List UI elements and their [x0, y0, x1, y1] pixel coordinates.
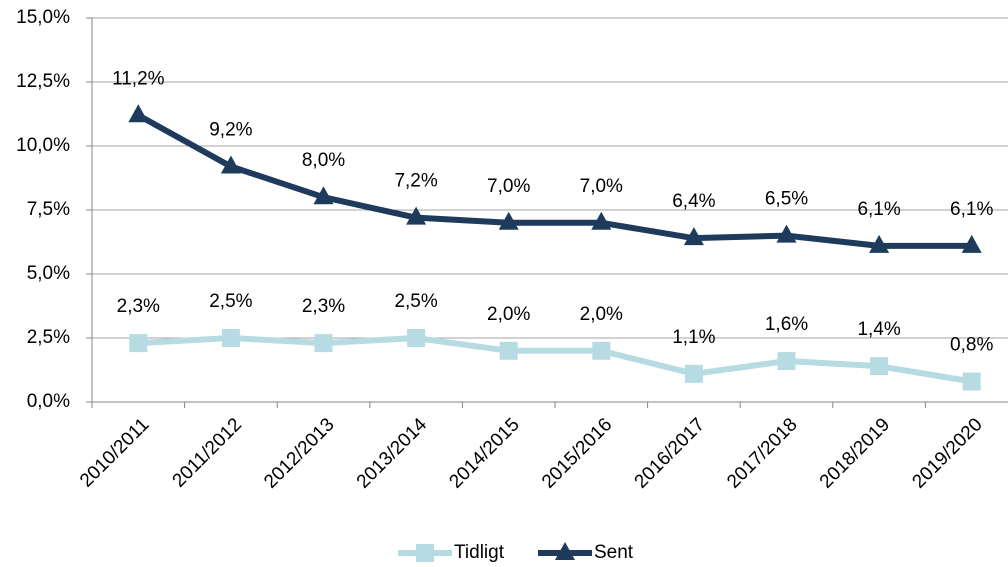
data-point: [314, 334, 333, 353]
y-tick-label: 10,0%: [16, 135, 70, 156]
x-tick-label: 2012/2013: [260, 414, 338, 492]
data-label: 8,0%: [302, 150, 345, 171]
data-point: [684, 364, 703, 383]
x-tick-label: 2010/2011: [76, 414, 153, 491]
y-tick-label: 0,0%: [27, 391, 70, 412]
data-label: 2,3%: [302, 296, 345, 317]
data-point: [776, 224, 797, 243]
data-point: [869, 234, 890, 253]
series-line: [136, 112, 972, 249]
data-point: [313, 186, 334, 205]
legend-label: Sent: [594, 542, 634, 563]
data-point: [498, 211, 519, 230]
x-tick-label: 2019/2020: [908, 414, 986, 492]
legend-marker: [555, 542, 575, 560]
y-tick-label: 7,5%: [27, 199, 70, 220]
x-tick-label: 2018/2019: [816, 414, 894, 492]
series-line: [138, 335, 973, 385]
data-point: [221, 329, 240, 347]
data-label: 2,0%: [580, 304, 623, 325]
data-label: 7,0%: [580, 176, 623, 197]
data-point: [128, 104, 149, 123]
data-label: 6,1%: [950, 199, 993, 220]
data-label: 2,0%: [487, 304, 530, 325]
x-tick-label: 2016/2017: [631, 414, 709, 492]
data-label: 0,8%: [950, 335, 993, 356]
data-point: [962, 372, 981, 391]
y-tick-label: 2,5%: [27, 327, 70, 348]
data-label: 7,2%: [394, 171, 437, 192]
data-point: [591, 211, 612, 230]
y-tick-label: 5,0%: [27, 263, 70, 284]
x-tick-label: 2015/2016: [538, 414, 616, 492]
data-label: 1,1%: [672, 327, 715, 348]
y-tick-label: 12,5%: [16, 71, 70, 92]
legend-marker: [416, 544, 434, 562]
data-label: 6,5%: [765, 189, 808, 210]
legend-label: Tidligt: [454, 542, 505, 563]
data-label: 6,4%: [672, 191, 715, 212]
data-label: 6,1%: [857, 199, 900, 220]
x-tick-label: 2013/2014: [353, 414, 432, 493]
data-label: 1,4%: [857, 319, 900, 340]
x-tick-label: 2017/2018: [723, 414, 801, 492]
data-point: [870, 357, 889, 376]
data-point: [592, 341, 611, 360]
data-label: 2,3%: [117, 296, 160, 317]
data-point: [407, 329, 426, 347]
data-point: [961, 234, 982, 253]
x-tick-label: 2011/2012: [169, 414, 246, 491]
data-point: [129, 334, 148, 353]
data-label: 11,2%: [112, 68, 165, 89]
data-point: [220, 155, 241, 174]
data-label: 1,6%: [765, 314, 808, 335]
data-label: 2,5%: [209, 291, 252, 312]
x-tick-label: 2014/2015: [445, 414, 523, 492]
data-label: 7,0%: [487, 176, 530, 197]
data-point: [777, 352, 796, 371]
data-label: 9,2%: [209, 119, 252, 140]
y-tick-label: 15,0%: [16, 7, 70, 28]
data-point: [683, 227, 704, 246]
data-label: 2,5%: [394, 291, 437, 312]
data-point: [499, 341, 518, 360]
data-point: [406, 206, 427, 225]
legend: Tidligt Sent: [398, 542, 634, 563]
